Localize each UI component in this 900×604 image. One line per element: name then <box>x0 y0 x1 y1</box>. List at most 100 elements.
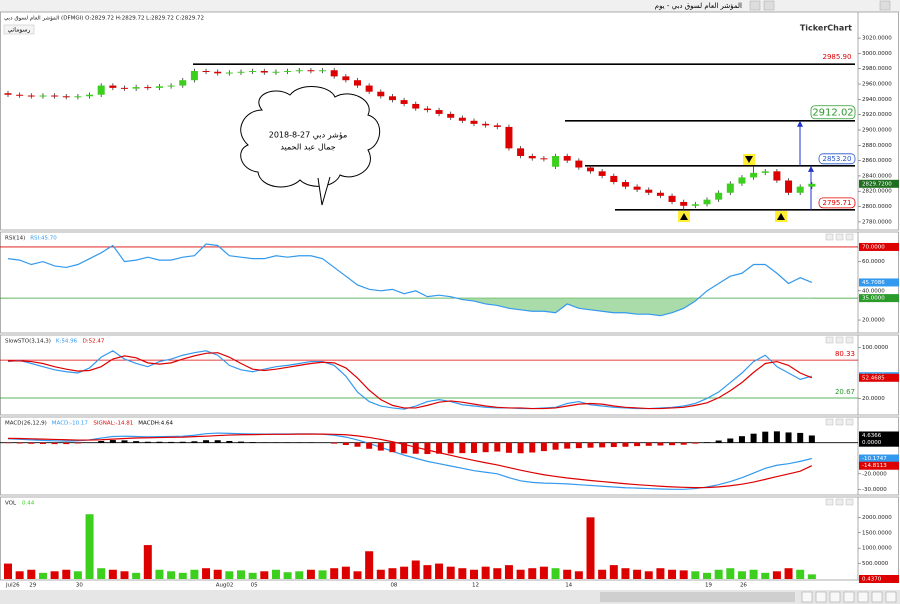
candle-body <box>86 94 94 97</box>
candle-body <box>16 94 24 96</box>
volume-bar <box>225 571 234 579</box>
volume-bar <box>784 568 793 579</box>
panel-icon[interactable] <box>845 418 854 426</box>
annotation-text: مؤشر دبي 27-8-2018 <box>269 131 348 140</box>
indicator-line <box>8 352 813 410</box>
candle-body <box>738 177 746 184</box>
volume-bar <box>656 568 665 579</box>
volume-bar <box>539 566 548 579</box>
y-tick-label: 3000.0000 <box>862 51 892 57</box>
panel-title: VOL <box>5 501 17 507</box>
volume-bar <box>4 563 12 579</box>
tool-button[interactable] <box>871 591 883 603</box>
volume-bar <box>85 514 94 579</box>
indicator-line <box>7 433 813 489</box>
tool-button[interactable] <box>885 591 897 603</box>
volume-bar <box>644 571 653 579</box>
panel-icon[interactable] <box>825 418 834 426</box>
volume-bar <box>376 569 385 579</box>
y-tick-label: 500.0000 <box>862 561 889 567</box>
x-tick-label: 05 <box>251 583 258 589</box>
tool-button[interactable] <box>857 591 869 603</box>
panel-icon[interactable] <box>825 498 834 506</box>
volume-bar <box>691 571 700 579</box>
candle-body <box>365 85 373 92</box>
histogram-bar <box>797 432 804 443</box>
y-tick-label: -20.0000 <box>862 471 887 477</box>
panel-icon[interactable] <box>835 233 844 241</box>
volume-bar <box>190 569 199 579</box>
candle-body <box>482 123 490 126</box>
histogram-bar <box>715 440 722 443</box>
window-button[interactable] <box>763 0 775 11</box>
panel-icon[interactable] <box>835 418 844 426</box>
value-tag-label: 45.7086 <box>862 280 885 286</box>
volume-bar <box>633 569 642 579</box>
panel-icon[interactable] <box>835 498 844 506</box>
candle-body <box>645 189 653 193</box>
histogram-bar <box>331 442 338 444</box>
histogram-bar <box>762 431 769 443</box>
candle-body <box>144 87 152 89</box>
histogram-bar <box>564 442 571 449</box>
histogram-bar <box>773 431 780 443</box>
callout-tail <box>317 176 331 206</box>
candle-body <box>27 95 35 97</box>
histogram-bar <box>517 442 524 454</box>
histogram-bar <box>168 441 175 443</box>
my-drawings-button[interactable] <box>3 24 35 35</box>
candle-body <box>388 96 396 101</box>
histogram-bar <box>249 442 256 443</box>
legend-entry: 0.44 <box>22 501 35 507</box>
panel-title: المؤشر العام لسوق دبي (DFMGI) O:2829.72 … <box>4 16 204 22</box>
histogram-bar <box>226 440 233 443</box>
histogram-bar <box>529 442 536 453</box>
histogram-bar <box>389 442 396 453</box>
level-box <box>818 197 856 209</box>
histogram-bar <box>214 440 221 443</box>
level-label: 2985.90 <box>823 53 852 61</box>
volume-bar <box>73 571 82 579</box>
y-tick-label: 2960.0000 <box>862 82 892 88</box>
panel-frame <box>0 334 899 416</box>
panel-icon[interactable] <box>845 498 854 506</box>
panel-icon[interactable] <box>835 336 844 344</box>
zoom-out-button[interactable] <box>815 591 827 603</box>
x-tick-label: 14 <box>565 583 572 589</box>
volume-bar <box>446 566 455 579</box>
candle-body <box>447 113 455 118</box>
candle-body <box>517 148 525 157</box>
panel-icon[interactable] <box>825 233 834 241</box>
volume-bar <box>15 571 24 579</box>
legend-entry: SIGNAL:-14.81 <box>93 421 133 427</box>
candle-body <box>505 126 513 149</box>
candle-body <box>179 80 187 86</box>
candle-body <box>249 71 257 73</box>
histogram-bar <box>785 432 792 443</box>
y-tick-label: 60.0000 <box>862 259 885 265</box>
close-button[interactable] <box>879 0 891 11</box>
candle-body <box>621 182 629 187</box>
panel-icon[interactable] <box>825 336 834 344</box>
y-tick-label: 2820.0000 <box>862 189 892 195</box>
candle-body <box>726 183 734 193</box>
volume-bar <box>50 571 59 579</box>
value-tag-label: 0.0000 <box>862 440 882 446</box>
scroll-thumb[interactable] <box>600 592 795 602</box>
window-button[interactable] <box>749 0 761 11</box>
candle-body <box>423 108 431 111</box>
volume-bar <box>726 568 735 579</box>
panel-icon[interactable] <box>845 336 854 344</box>
tool-button[interactable] <box>829 591 841 603</box>
candle-body <box>167 85 175 87</box>
indicator-line <box>7 243 813 317</box>
zoom-in-button[interactable] <box>801 591 813 603</box>
histogram-bar <box>63 442 70 445</box>
tool-button[interactable] <box>843 591 855 603</box>
panel-icon[interactable] <box>845 233 854 241</box>
level-label: 2912.02 <box>812 107 853 118</box>
candle-body <box>202 71 210 73</box>
candle-body <box>435 110 443 114</box>
y-tick-label: 2920.0000 <box>862 112 892 118</box>
x-tick-label: 26 <box>740 583 747 589</box>
